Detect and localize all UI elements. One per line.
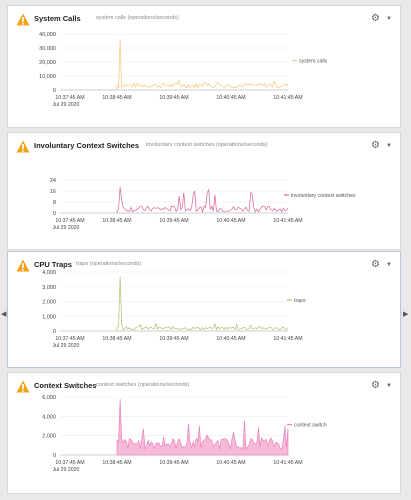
chevron-down-icon[interactable]: ▼: [386, 16, 392, 22]
x-tick-label: 10:38:45 AM: [102, 218, 131, 224]
chevron-down-icon[interactable]: ▼: [386, 383, 392, 389]
y-tick-label: 2,000: [42, 300, 56, 306]
x-tick-label: 10:38:45 AM: [102, 95, 131, 101]
series-line: [116, 276, 289, 331]
scroll-left-icon[interactable]: ◀: [1, 311, 7, 318]
y-tick-label: 24: [50, 178, 56, 184]
y-tick-label: 10,000: [39, 74, 56, 80]
x-date-label: Jul 29 2020: [53, 225, 80, 231]
system-calls-panel: System Calls system calls (operations/se…: [7, 5, 401, 128]
series-line: [116, 187, 289, 214]
panel-subtitle: involuntary context switches (operations…: [146, 142, 268, 148]
scroll-right-icon[interactable]: ▶: [403, 311, 409, 318]
legend-label: system calls: [299, 59, 328, 65]
x-tick-label: 10:37:45 AM: [55, 460, 84, 466]
x-date-label: Jul 29 2020: [53, 343, 80, 349]
context-switches-panel: Context Switches context switches (opera…: [7, 372, 401, 494]
x-tick-label: 10:39:45 AM: [159, 336, 188, 342]
x-tick-label: 10:38:45 AM: [102, 460, 131, 466]
context-switch-area: [116, 398, 289, 456]
legend-label: involuntary context switches: [291, 193, 356, 199]
x-tick-label: 10:41:45 AM: [273, 95, 302, 101]
y-tick-label: 0: [53, 211, 56, 217]
x-tick-label: 10:37:45 AM: [55, 336, 84, 342]
y-tick-label: 0: [53, 88, 56, 94]
x-tick-label: 10:38:45 AM: [102, 336, 131, 342]
cpu-traps-chart: 4,000 3,000 2,000 1,000 010:37:45 AM 10:38:45…: [42, 270, 306, 349]
x-tick-label: 10:41:45 AM: [273, 460, 302, 466]
x-tick-label: 10:40:45 AM: [216, 218, 245, 224]
x-tick-label: 10:40:45 AM: [216, 460, 245, 466]
x-date-label: Jul 29 2020: [53, 467, 80, 473]
involuntary-context-switches-panel: Involuntary Context Switches involuntary…: [7, 132, 401, 250]
y-tick-label: 20,000: [39, 60, 56, 66]
chevron-down-icon[interactable]: ▼: [386, 143, 392, 149]
legend-label: context switch: [294, 423, 327, 429]
x-tick-label: 10:40:45 AM: [216, 336, 245, 342]
x-tick-label: 10:39:45 AM: [159, 460, 188, 466]
x-tick-label: 10:41:45 AM: [273, 218, 302, 224]
x-tick-label: 10:40:45 AM: [216, 95, 245, 101]
y-tick-label: 0: [53, 453, 56, 459]
x-tick-label: 10:37:45 AM: [55, 218, 84, 224]
x-date-label: Jul 29 2020: [53, 102, 80, 108]
y-tick-label: 30,000: [39, 46, 56, 52]
x-tick-label: 10:41:45 AM: [273, 336, 302, 342]
panel-subtitle: context switches (operations/seconds): [96, 382, 190, 388]
y-tick-label: 16: [50, 189, 56, 195]
x-tick-label: 10:37:45 AM: [55, 95, 84, 101]
involuntary-context-switches-chart: 24 16 8 010:37:45 AM 10:38:45 AM 10:39:45 AM 1…: [50, 178, 356, 231]
context-switches-chart: 6,000 4,000 2,000 010:37:45 AM 10:38:45 AM 10…: [42, 395, 327, 473]
panel-subtitle: system calls (operations/seconds): [96, 15, 179, 21]
gear-icon[interactable]: ⚙: [371, 380, 380, 391]
y-tick-label: 1,000: [42, 314, 56, 320]
y-tick-label: 40,000: [39, 32, 56, 38]
cpu-traps-panel: CPU Traps traps (operations/seconds) ⚙ ▼…: [7, 251, 401, 368]
y-tick-label: 3,000: [42, 285, 56, 291]
y-tick-label: 8: [53, 200, 56, 206]
panel-title: Context Switches: [34, 381, 97, 390]
panel-title: System Calls: [34, 14, 81, 23]
y-tick-label: 4,000: [42, 270, 56, 276]
series-line: [116, 39, 289, 90]
legend-label: traps: [294, 298, 306, 304]
y-tick-label: 0: [53, 329, 56, 335]
warning-icon: [16, 140, 30, 153]
warning-icon: [16, 259, 30, 272]
warning-icon: [16, 380, 30, 393]
system-calls-chart: 40,000 30,000 20,000 10,000 010:37:45 AM 10:3…: [39, 32, 328, 108]
gear-icon[interactable]: ⚙: [371, 13, 380, 24]
y-tick-label: 2,000: [42, 434, 56, 440]
panel-title: Involuntary Context Switches: [34, 141, 140, 150]
panel-title: CPU Traps: [34, 260, 72, 269]
gear-icon[interactable]: ⚙: [371, 140, 380, 151]
gear-icon[interactable]: ⚙: [371, 259, 380, 270]
x-tick-label: 10:39:45 AM: [159, 218, 188, 224]
x-tick-label: 10:39:45 AM: [159, 95, 188, 101]
y-tick-label: 6,000: [42, 395, 56, 401]
panel-subtitle: traps (operations/seconds): [76, 261, 142, 267]
chevron-down-icon[interactable]: ▼: [386, 262, 392, 268]
y-tick-label: 4,000: [42, 414, 56, 420]
warning-icon: [16, 13, 30, 26]
